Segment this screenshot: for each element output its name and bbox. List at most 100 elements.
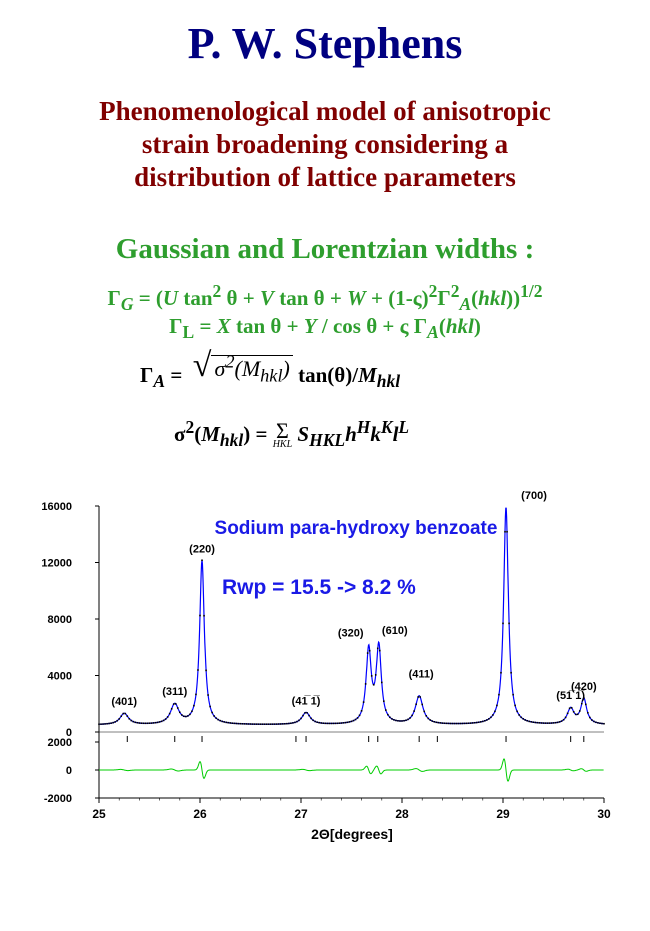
observed-point — [267, 723, 270, 725]
observed-point — [356, 717, 359, 719]
y-tick-label: 16000 — [41, 501, 72, 513]
y-tick-label: 4000 — [48, 671, 72, 683]
observed-point — [284, 723, 286, 725]
difference-pattern-line — [99, 758, 604, 782]
observed-point — [411, 714, 413, 717]
y-tick-label: 0 — [66, 727, 72, 739]
peak-label: (220) — [189, 543, 215, 555]
observed-point — [174, 703, 177, 705]
observed-point — [601, 722, 603, 725]
observed-point — [231, 722, 234, 724]
observed-point — [506, 530, 508, 533]
observed-point — [447, 722, 450, 725]
observed-point — [326, 722, 329, 725]
observed-point — [437, 721, 440, 724]
observed-point — [583, 697, 585, 699]
observed-point — [176, 707, 179, 709]
observed-point — [399, 720, 401, 722]
observed-point — [453, 722, 456, 725]
observed-point — [435, 721, 438, 724]
observed-point — [255, 723, 258, 725]
observed-point — [233, 722, 236, 725]
observed-point — [324, 722, 327, 725]
observed-point — [603, 722, 605, 725]
observed-point — [340, 722, 343, 724]
observed-point — [108, 722, 110, 725]
y-tick-label: 12000 — [41, 558, 72, 570]
observed-point — [348, 721, 351, 723]
observed-point — [322, 722, 325, 724]
peak-label: (420) — [571, 681, 597, 693]
observed-point — [564, 716, 567, 719]
observed-point — [360, 709, 363, 712]
observed-point — [225, 721, 228, 724]
observed-point — [170, 707, 173, 710]
observed-point — [461, 722, 464, 725]
observed-point — [160, 720, 163, 723]
observed-point — [366, 652, 369, 654]
observed-point — [407, 718, 409, 721]
observed-point — [578, 710, 581, 712]
observed-point — [429, 719, 432, 721]
subtitle-line-2: strain broadening considering a — [141, 129, 509, 159]
observed-point — [130, 719, 133, 722]
observed-point — [330, 722, 333, 725]
subtitle-line-3: distribution of lattice parameters — [134, 162, 516, 192]
observed-point — [534, 721, 537, 724]
observed-point — [562, 718, 565, 721]
observed-point — [403, 719, 405, 722]
observed-point — [249, 723, 252, 725]
observed-point — [597, 722, 599, 724]
observed-point — [560, 720, 563, 722]
observed-point — [372, 683, 375, 686]
observed-point — [419, 696, 421, 698]
observed-point — [124, 712, 127, 715]
observed-point — [570, 707, 573, 709]
gaussian-width-equation: ΓG = (U tan2 θ + V tan θ + W + (1-ς)2Γ2A… — [107, 281, 543, 315]
observed-point — [358, 714, 361, 717]
observed-point — [393, 719, 395, 721]
observed-point — [168, 712, 171, 715]
observed-point — [306, 712, 308, 714]
diff-tick-label: 0 — [66, 765, 72, 777]
observed-point — [383, 700, 385, 703]
observed-point — [498, 693, 500, 696]
observed-point — [332, 722, 335, 725]
observed-point — [300, 717, 302, 720]
observed-point — [445, 722, 448, 725]
observed-point — [282, 723, 284, 725]
observed-point — [292, 722, 294, 724]
observed-point — [189, 713, 191, 716]
peak-label: (610) — [382, 625, 408, 637]
observed-point — [374, 674, 377, 676]
observed-point — [185, 715, 187, 718]
observed-point — [308, 714, 310, 717]
observed-point — [350, 720, 353, 723]
observed-point — [532, 721, 535, 723]
observed-point — [172, 703, 175, 705]
observed-point — [183, 715, 185, 718]
observed-point — [148, 722, 151, 725]
observed-point — [364, 683, 367, 685]
observed-point — [500, 671, 502, 674]
observed-point — [219, 719, 221, 722]
observed-point — [457, 722, 460, 725]
subtitle: Phenomenological model of anisotropic st… — [0, 95, 650, 194]
observed-point — [312, 719, 314, 722]
page-title: P. W. Stephens — [187, 19, 463, 68]
observed-point — [310, 717, 312, 720]
observed-point — [413, 710, 415, 712]
observed-point — [433, 721, 436, 723]
observed-point — [510, 671, 512, 674]
observed-point — [530, 721, 533, 723]
observed-point — [576, 713, 579, 716]
observed-point — [554, 721, 557, 724]
observed-point — [516, 710, 518, 713]
observed-point — [265, 723, 268, 725]
observed-point — [405, 719, 407, 722]
peak-label: (700) — [521, 490, 547, 502]
observed-point — [195, 693, 197, 696]
observed-point — [243, 723, 246, 725]
observed-point — [201, 559, 203, 562]
observed-point — [449, 722, 452, 725]
